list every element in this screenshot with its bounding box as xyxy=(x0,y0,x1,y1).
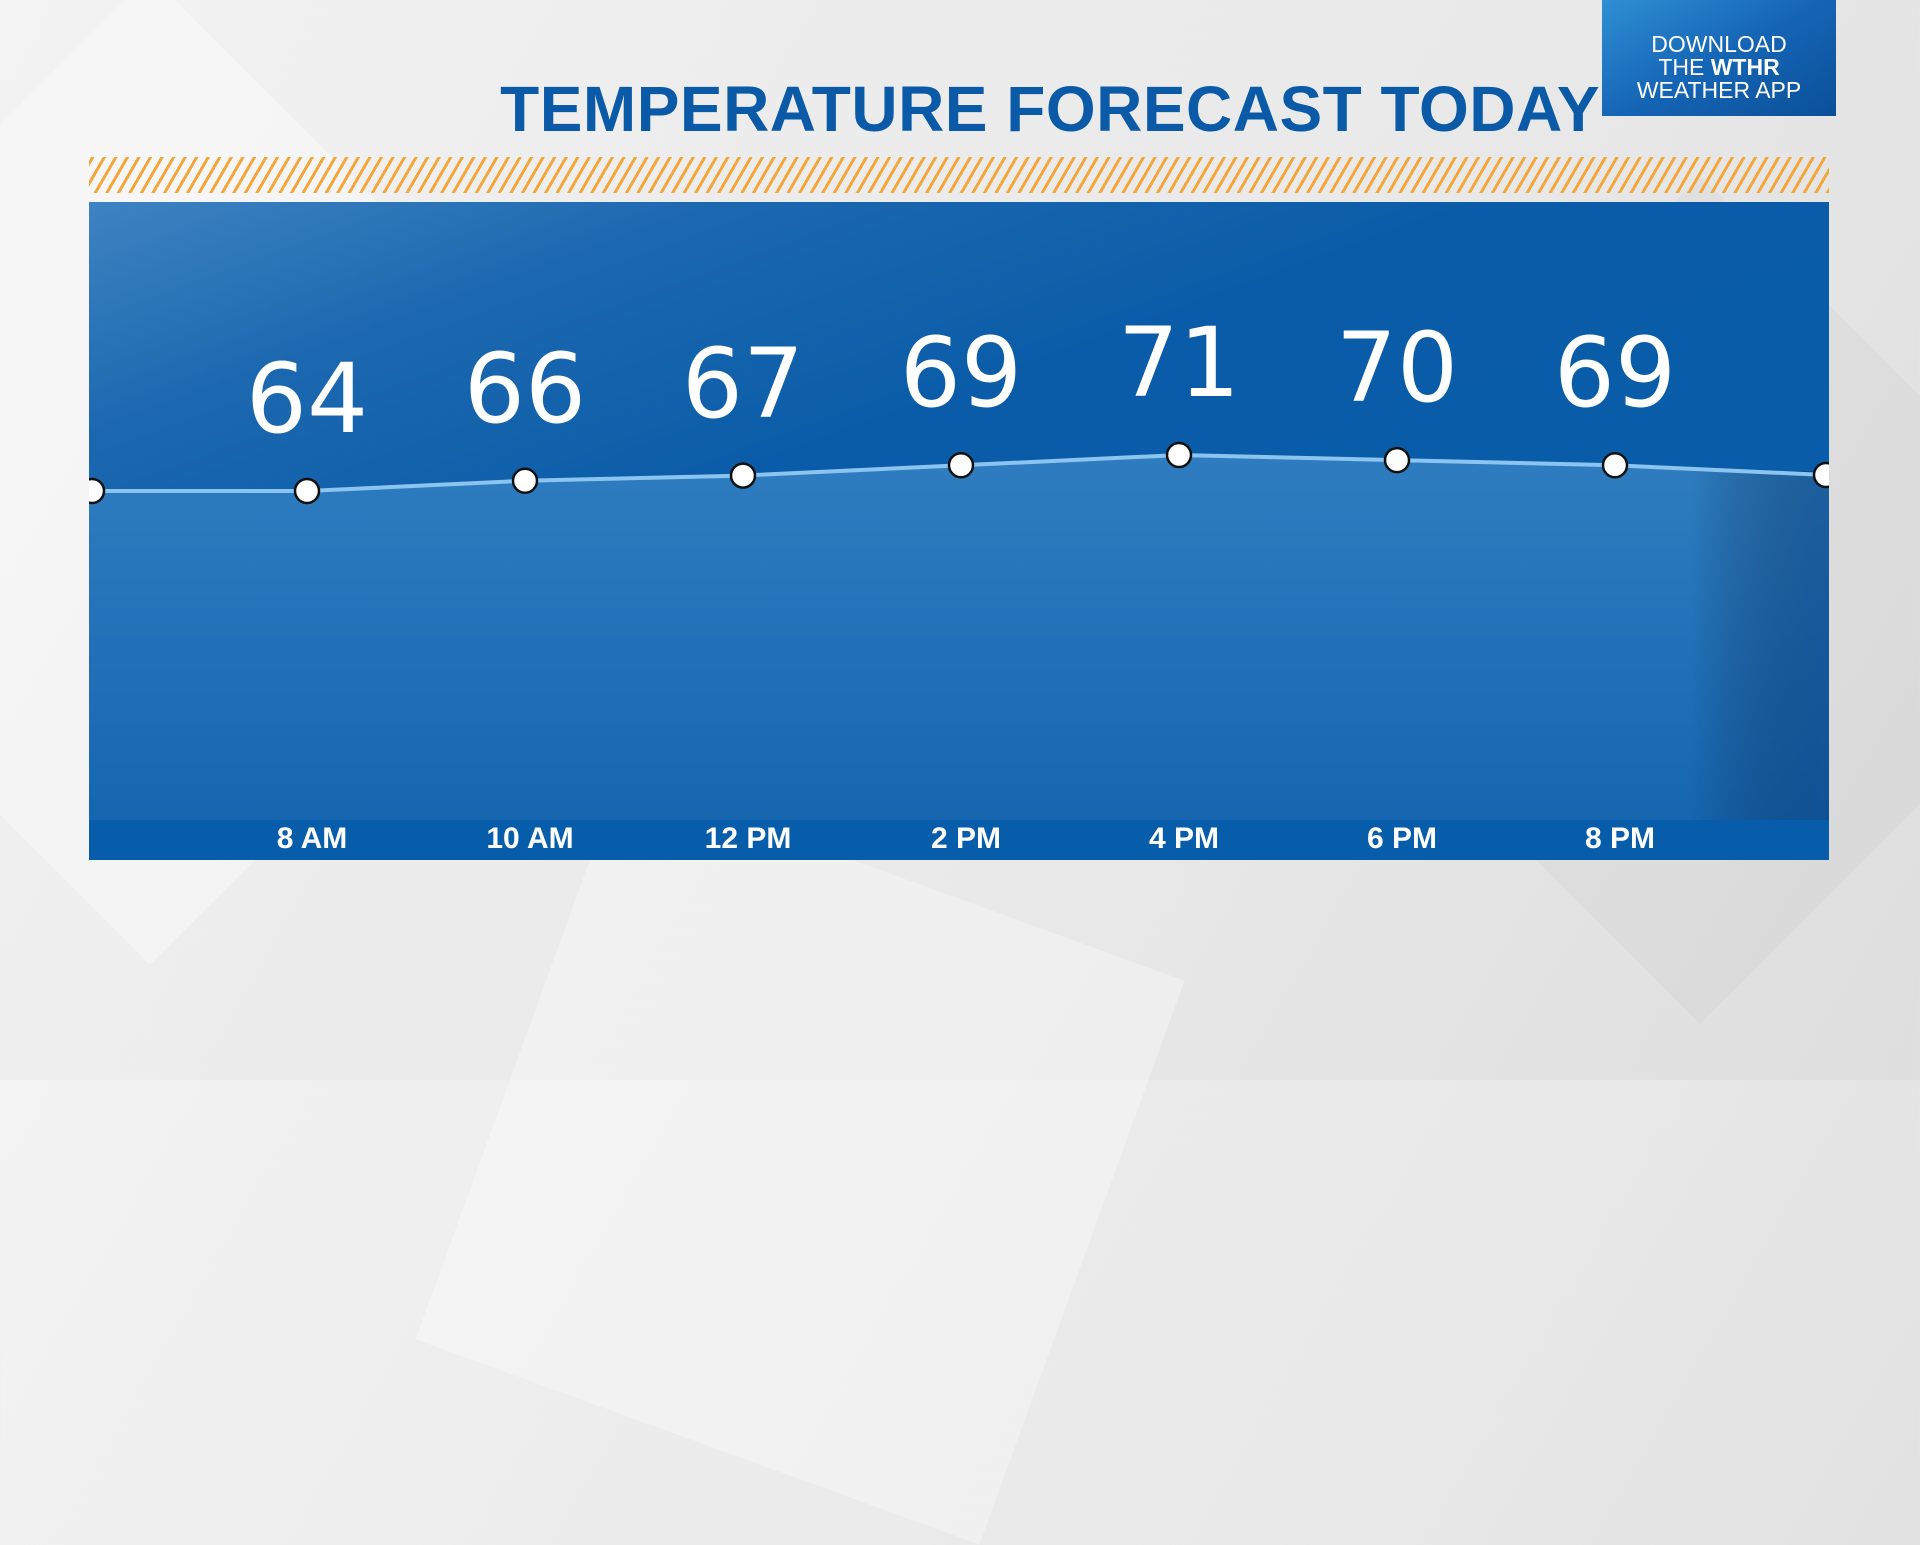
x-axis-label: 2 PM xyxy=(930,822,1002,855)
data-point-marker xyxy=(511,467,539,494)
temperature-value: 69 xyxy=(1553,317,1677,430)
data-point-marker xyxy=(1165,441,1193,469)
x-axis-label: 6 PM xyxy=(1366,822,1438,855)
download-app-badge[interactable]: DOWNLOAD THE WTHR WEATHER APP xyxy=(1602,0,1836,116)
badge-line-3: WEATHER APP xyxy=(1636,76,1802,103)
background-shape xyxy=(415,775,1185,1545)
temperature-line-chart xyxy=(89,441,1829,860)
page-title: TEMPERATURE FORECAST TODAY xyxy=(500,73,1600,145)
data-point-marker xyxy=(1601,452,1629,479)
brand-name: WTHR xyxy=(1710,53,1780,80)
temperature-value: 67 xyxy=(681,327,805,440)
temperature-value: 69 xyxy=(899,317,1023,430)
data-point-marker xyxy=(293,477,321,505)
x-axis-label: 8 AM xyxy=(276,822,348,855)
chart-panel: 64 66 67 69 71 70 69 xyxy=(89,202,1829,860)
temperature-value: 71 xyxy=(1117,307,1241,419)
data-point-marker xyxy=(1383,446,1411,474)
x-axis-label: 12 PM xyxy=(704,822,792,855)
x-axis-label: 4 PM xyxy=(1148,822,1220,855)
hatched-divider xyxy=(89,157,1829,193)
data-point-marker xyxy=(89,477,106,505)
data-point-marker xyxy=(1812,461,1829,489)
edge-shadow xyxy=(89,471,1829,822)
x-axis-band xyxy=(89,820,1829,860)
x-axis-label: 10 AM xyxy=(486,822,574,855)
badge-line-1: DOWNLOAD xyxy=(1651,30,1787,57)
data-point-marker xyxy=(729,462,757,489)
data-point-marker xyxy=(947,452,975,479)
temperature-value: 64 xyxy=(245,343,369,455)
badge-line-2: THE WTHR xyxy=(1658,53,1780,80)
x-axis-label: 8 PM xyxy=(1584,822,1656,855)
temperature-value: 66 xyxy=(463,332,587,445)
temperature-value: 70 xyxy=(1335,312,1459,425)
